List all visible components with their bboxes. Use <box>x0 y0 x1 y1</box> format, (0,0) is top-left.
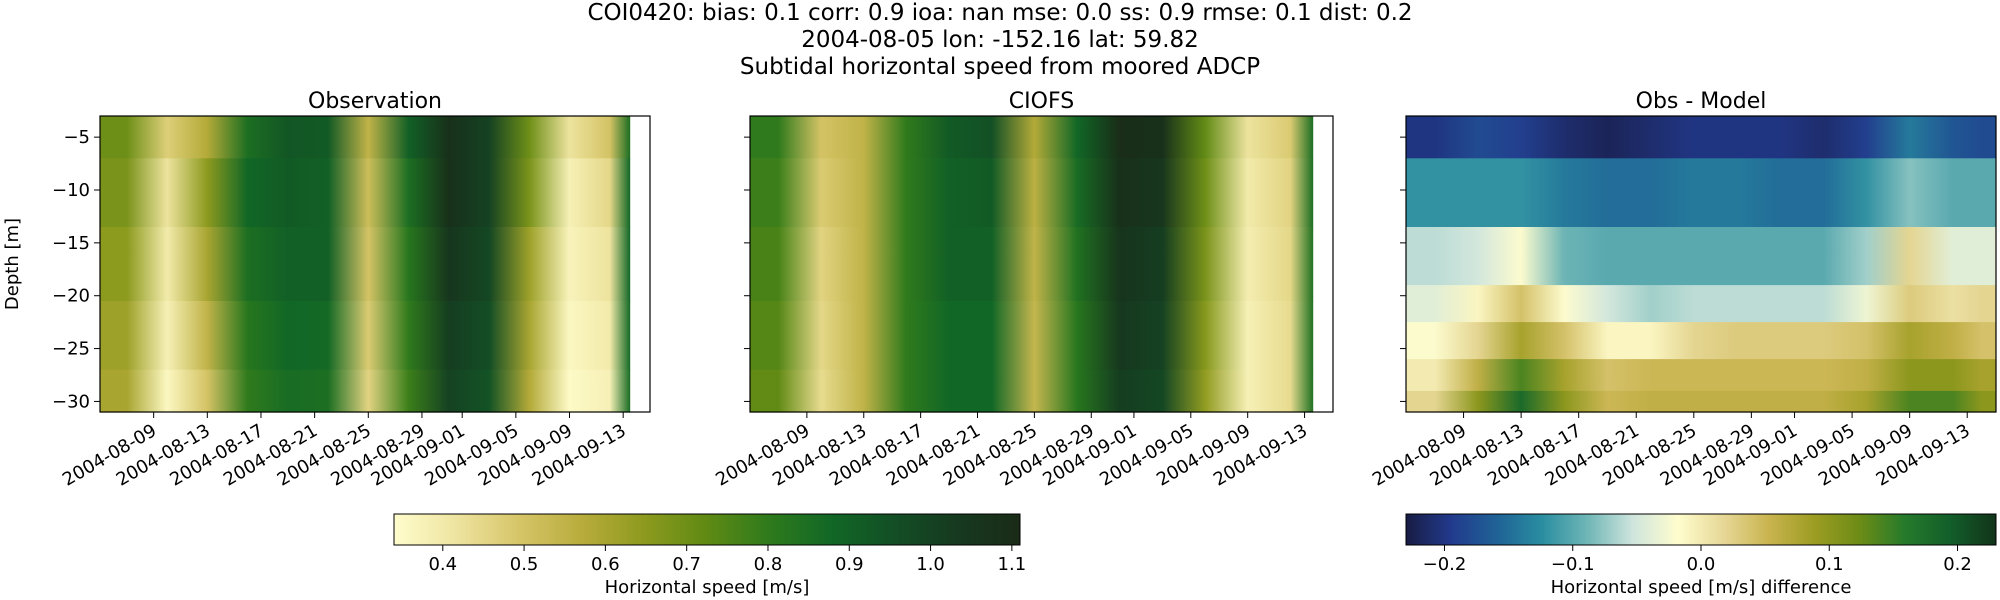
heatmap-band <box>1406 116 1996 159</box>
colorbar-label: Horizontal speed [m/s] <box>605 577 810 598</box>
colorbar-tick-label: −0.1 <box>1551 554 1595 575</box>
heatmap-band <box>1406 285 1996 323</box>
heatmap-band <box>750 227 1314 302</box>
panel-title: Observation <box>308 89 442 114</box>
panel-title: Obs - Model <box>1636 89 1767 114</box>
colorbar-tick-label: 0.9 <box>835 554 864 575</box>
colorbar-tick-label: 0.0 <box>1687 554 1716 575</box>
heatmap-band <box>100 369 631 413</box>
plot-frame <box>99 115 651 413</box>
colorbar-tick-label: 0.2 <box>1943 554 1972 575</box>
panel-1: CIOFS2004-08-092004-08-132004-08-172004-… <box>712 89 1334 491</box>
figure-title: COI0420: bias: 0.1 corr: 0.9 ioa: nan ms… <box>0 0 2000 81</box>
colorbar-gradient <box>393 513 1021 546</box>
heatmap-band <box>750 369 1314 413</box>
colorbar-tick-label: 0.6 <box>591 554 620 575</box>
y-tick-label: −10 <box>52 180 90 201</box>
colorbar-tick-label: 1.1 <box>998 554 1027 575</box>
plot-frame <box>749 115 1334 413</box>
heatmap-band <box>100 301 631 371</box>
colorbar-tick-label: −0.2 <box>1423 554 1467 575</box>
colorbar-tick-label: 0.5 <box>510 554 539 575</box>
heatmap-band <box>750 158 1314 228</box>
heatmap-band <box>100 116 631 159</box>
panel-2: Obs - Model2004-08-092004-08-132004-08-1… <box>1369 89 1997 491</box>
colorbar-tick-label: 0.7 <box>672 554 701 575</box>
colorbar-1: −0.2 −0.1 0.0 0.1 0.2 Horizontal speed [m/s] … <box>1405 513 1997 598</box>
panel-title: CIOFS <box>1009 89 1074 114</box>
colorbar-tick-label: 0.8 <box>754 554 783 575</box>
heatmap-band <box>1406 359 1996 392</box>
heatmap-band <box>100 227 631 302</box>
y-tick-label: −25 <box>52 339 90 360</box>
figure-title-line-1: COI0420: bias: 0.1 corr: 0.9 ioa: nan ms… <box>587 0 1413 26</box>
colorbar-label: Horizontal speed [m/s] difference <box>1551 577 1852 598</box>
colorbar-tick-label: 0.4 <box>428 554 457 575</box>
colorbar-tick-label: 1.0 <box>916 554 945 575</box>
colorbar-tick-label: 0.1 <box>1815 554 1844 575</box>
heatmap-band <box>1406 390 1996 413</box>
y-tick-label: −30 <box>52 391 90 412</box>
y-tick-label: −15 <box>52 233 90 254</box>
heatmap-band <box>1406 227 1996 286</box>
heatmap-band <box>100 158 631 228</box>
y-axis-label: Depth [m] <box>2 218 23 310</box>
heatmap-band <box>750 116 1314 159</box>
colorbar-0: 0.4 0.5 0.6 0.7 0.8 0.9 1.0 1.1 Horizontal speed… <box>393 513 1027 598</box>
plot-frame <box>1405 115 1997 413</box>
heatmap-band <box>750 301 1314 371</box>
y-tick-label: −20 <box>52 286 90 307</box>
y-tick-label: −5 <box>63 127 90 148</box>
colorbar-gradient <box>1405 513 1997 546</box>
heatmap-band <box>1406 322 1996 360</box>
heatmap-band <box>1406 158 1996 228</box>
figure-title-line-2: 2004-08-05 lon: -152.16 lat: 59.82 <box>801 27 1199 53</box>
figure-title-line-3: Subtidal horizontal speed from moored AD… <box>739 54 1261 80</box>
